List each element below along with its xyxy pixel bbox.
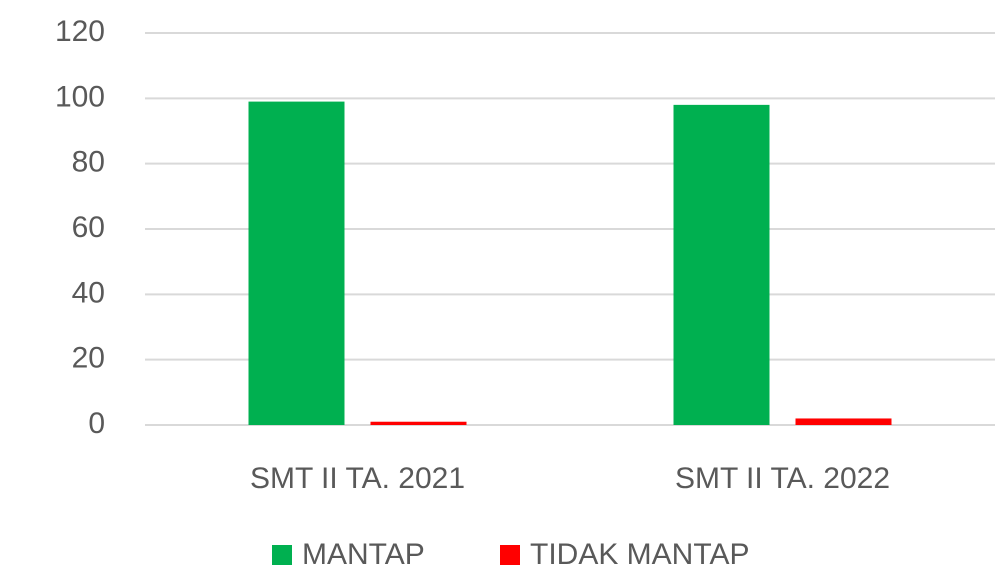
legend-label: MANTAP [302, 538, 425, 571]
bar [248, 101, 345, 425]
bar [370, 421, 467, 425]
y-tick-label: 60 [72, 211, 105, 244]
y-tick-label: 20 [72, 342, 105, 375]
bar [795, 418, 892, 425]
bar [673, 104, 770, 425]
x-tick-label: SMT II TA. 2021 [250, 462, 465, 495]
x-tick-label: SMT II TA. 2022 [675, 462, 890, 495]
y-tick-label: 0 [88, 407, 105, 440]
y-tick-label: 40 [72, 276, 105, 309]
y-tick-label: 80 [72, 146, 105, 179]
legend-label: TIDAK MANTAP [530, 538, 749, 571]
legend-swatch [272, 545, 292, 565]
y-tick-label: 120 [55, 15, 105, 48]
legend-swatch [500, 545, 520, 565]
y-tick-label: 100 [55, 80, 105, 113]
